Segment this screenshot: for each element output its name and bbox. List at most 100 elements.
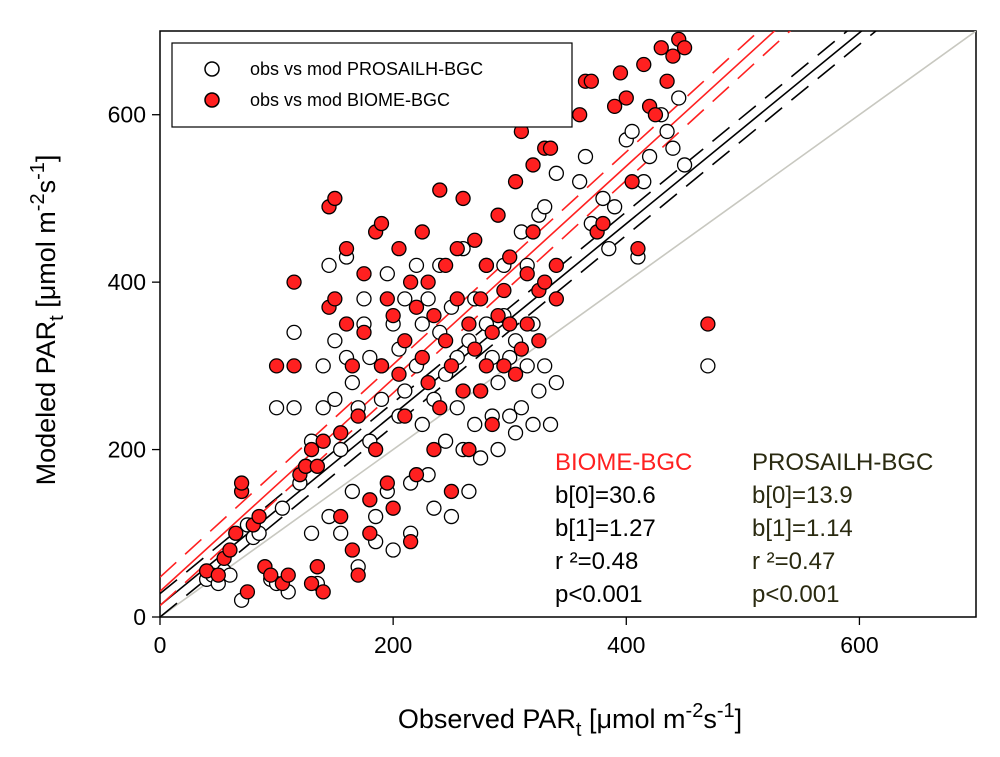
data-point-prosailh-bgc [641,148,658,165]
data-point-prosailh-bgc [327,333,343,349]
data-point-prosailh-bgc [624,123,640,140]
data-point-biome-bgc [280,567,296,583]
data-point-prosailh-bgc [572,174,588,190]
data-point-prosailh-bgc [595,190,611,207]
data-point-biome-bgc [309,458,326,474]
data-point-biome-bgc [303,575,320,592]
data-point-biome-bgc [251,508,267,525]
data-point-prosailh-bgc [344,374,360,391]
data-point-prosailh-bgc [420,291,436,307]
data-point-prosailh-bgc [327,391,343,407]
data-point-biome-bgc [502,249,518,265]
data-point-biome-bgc [373,358,390,374]
data-point-biome-bgc [659,73,675,89]
data-point-biome-bgc [408,467,425,483]
data-point-biome-bgc [507,174,524,190]
data-point-biome-bgc [496,358,512,374]
data-point-biome-bgc [379,291,395,307]
data-point-biome-bgc [373,215,390,232]
data-point-biome-bgc [606,98,623,114]
data-point-biome-bgc [432,182,448,198]
data-point-biome-bgc [356,324,372,341]
data-point-prosailh-bgc [268,400,285,416]
data-point-biome-bgc [537,274,553,290]
data-point-biome-bgc [484,416,500,433]
legend: obs vs mod PROSAILH-BGC obs vs mod BIOME… [171,42,573,128]
stats-prosailh-b0: b[0]=13.9 [752,482,853,509]
data-point-biome-bgc [449,241,465,257]
data-point-prosailh-bgc [362,349,378,366]
data-point-biome-bgc [327,190,343,207]
data-point-prosailh-bgc [467,416,483,433]
x-axis: 0 200 400 600 [154,617,879,658]
data-point-prosailh-bgc [577,148,594,165]
data-point-biome-bgc [630,241,646,257]
data-point-biome-bgc [263,567,279,583]
data-point-biome-bgc [484,324,500,341]
data-point-prosailh-bgc [414,416,430,433]
data-point-prosailh-bgc [449,400,465,416]
data-point-prosailh-bgc [414,316,430,332]
data-point-biome-bgc [612,65,629,81]
data-point-biome-bgc [286,358,302,374]
stats-prosailh-r2: r ²=0.47 [752,548,835,575]
stats-biome-p: p<0.001 [555,581,642,608]
data-point-biome-bgc [420,374,436,391]
data-point-prosailh-bgc [665,140,681,156]
data-point-biome-bgc [420,274,436,290]
data-point-biome-bgc [472,291,489,307]
legend-marker-filled-circle [204,92,220,108]
y-tick-label: 600 [108,102,146,128]
data-point-biome-bgc [350,567,366,583]
data-point-prosailh-bgc [507,425,524,441]
data-point-prosailh-bgc [676,157,693,173]
data-point-biome-bgc [397,408,413,424]
data-point-prosailh-bgc [321,257,337,274]
data-point-biome-bgc [478,358,495,374]
data-point-biome-bgc [414,349,430,366]
data-point-biome-bgc [461,441,477,458]
data-point-prosailh-bgc [443,508,460,525]
data-point-biome-bgc [507,366,524,382]
data-point-biome-bgc [531,333,547,349]
data-point-biome-bgc [496,282,512,299]
data-point-biome-bgc [519,316,535,332]
data-point-prosailh-bgc [356,291,372,307]
data-point-biome-bgc [333,425,349,441]
regression-line-biome-bgc [160,31,776,592]
stats-prosailh-p: p<0.001 [752,581,839,608]
data-point-biome-bgc [472,383,489,399]
data-point-biome-bgc [572,107,588,123]
data-point-biome-bgc [333,508,349,525]
data-point-biome-bgc [338,316,355,332]
x-axis-title: Observed PARt [μmol m-2s-1] [398,700,742,741]
data-point-biome-bgc [268,358,285,374]
reference-layer [160,31,976,617]
legend-marker-open-circle [204,61,220,77]
data-point-biome-bgc [414,224,430,240]
data-point-prosailh-bgc [671,90,687,106]
data-point-biome-bgc [315,584,331,600]
data-point-prosailh-bgc [659,123,675,140]
data-point-biome-bgc [478,257,495,274]
data-point-biome-bgc [362,525,378,541]
data-point-biome-bgc [426,441,442,458]
x-tick-label: 400 [607,632,645,658]
y-axis: 0 200 400 600 [108,102,160,630]
y-tick-label: 0 [133,604,146,630]
y-tick-label: 400 [108,269,146,295]
data-point-biome-bgc [490,207,506,223]
data-point-biome-bgc [519,266,535,282]
data-point-prosailh-bgc [379,266,395,282]
data-point-prosailh-bgc [315,358,331,374]
confidence-lower-prosailh-bgc [160,31,878,617]
data-point-biome-bgc [583,73,599,89]
data-point-biome-bgc [432,400,448,416]
stats-biome-r2: r ²=0.48 [555,548,638,575]
one-to-one-line [160,31,976,617]
data-point-prosailh-bgc [519,358,535,374]
data-point-biome-bgc [595,215,611,232]
data-point-biome-bgc [455,383,471,399]
data-point-biome-bgc [426,307,442,324]
